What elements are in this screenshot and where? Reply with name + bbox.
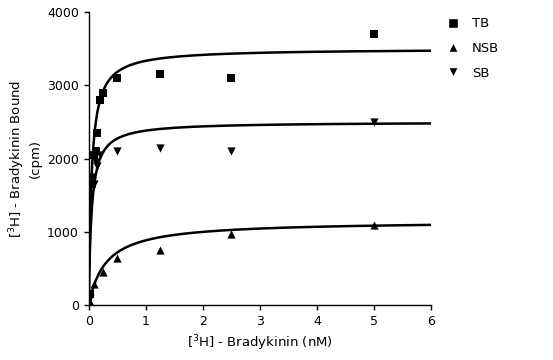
Y-axis label: [$^{3}$H] - Bradykinin Bound
(cpm): [$^{3}$H] - Bradykinin Bound (cpm) [7, 80, 41, 238]
Point [90, 281, 99, 287]
Point [227, 75, 236, 81]
Point [90, 152, 99, 158]
Point [113, 255, 122, 260]
Point [155, 71, 164, 77]
Legend: TB, NSB, SB: TB, NSB, SB [435, 12, 504, 85]
Point [155, 247, 164, 253]
Point [113, 75, 122, 81]
Point [96, 97, 105, 103]
Point [90, 181, 99, 187]
Point [155, 145, 164, 150]
Point [113, 148, 122, 154]
Point [86, 291, 95, 297]
Point [98, 269, 107, 275]
Point [370, 31, 379, 37]
Point [87, 181, 96, 187]
Point [93, 130, 102, 136]
Point [91, 159, 100, 165]
X-axis label: [$^{3}$H] - Bradykinin (nM): [$^{3}$H] - Bradykinin (nM) [187, 333, 333, 353]
Point [98, 90, 107, 95]
Point [93, 163, 102, 169]
Point [86, 299, 95, 305]
Point [96, 152, 105, 158]
Point [370, 119, 379, 125]
Point [227, 148, 236, 154]
Point [91, 148, 100, 154]
Point [86, 295, 95, 301]
Point [370, 222, 379, 228]
Point [87, 174, 96, 180]
Point [227, 231, 236, 237]
